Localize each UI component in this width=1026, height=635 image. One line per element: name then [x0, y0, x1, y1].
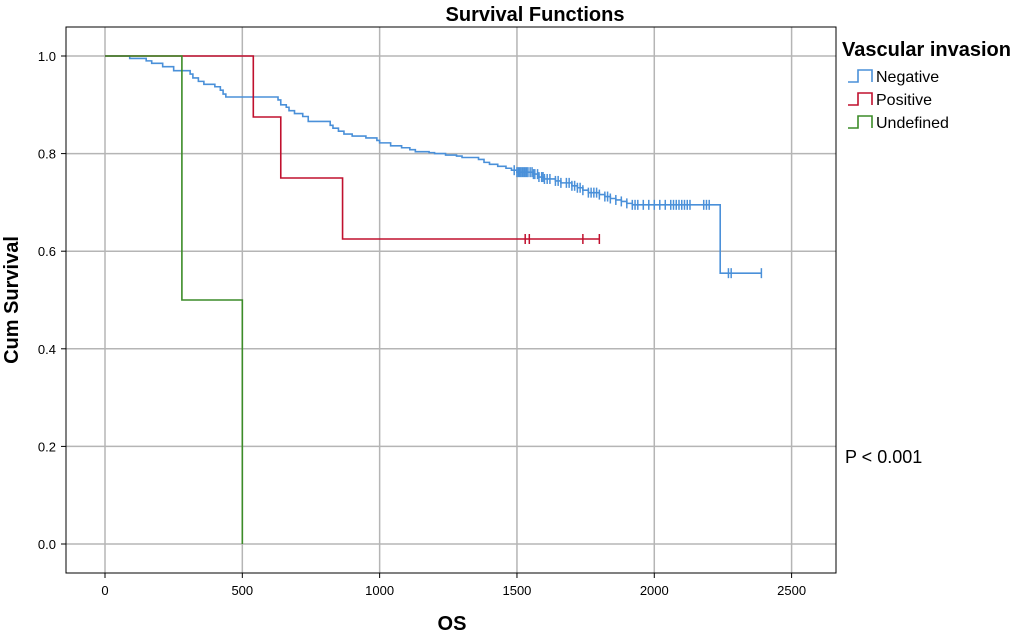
y-tick-label: 0.8 [38, 147, 56, 162]
legend-swatch-positive [848, 92, 873, 106]
plot-frame [65, 26, 837, 574]
legend-label-undefined: Undefined [876, 115, 949, 132]
y-tick-label: 1.0 [38, 49, 56, 64]
legend-swatch-negative [848, 69, 873, 83]
x-tick-label: 1500 [502, 583, 531, 598]
survival-curve-positive [105, 55, 600, 240]
y-tick-label: 0.0 [38, 537, 56, 552]
series-undefined [105, 55, 244, 544]
legend-label-positive: Positive [876, 92, 932, 109]
y-tick-label: 0.2 [38, 439, 56, 454]
y-axis-label: Cum Survival [1, 236, 23, 364]
legend-label-negative: Negative [876, 69, 939, 86]
legend-item-undefined: Undefined [848, 115, 949, 132]
survival-curve-negative [105, 55, 762, 274]
x-tick-label: 500 [231, 583, 253, 598]
x-axis-label: OS [438, 613, 467, 635]
x-tick-label: 0 [101, 583, 108, 598]
legend-swatch-undefined [848, 115, 873, 129]
legend-item-positive: Positive [848, 92, 932, 109]
x-tick-label: 2500 [777, 583, 806, 598]
x-tick-label: 1000 [365, 583, 394, 598]
y-axis-ticks: 0.0 0.2 0.4 0.6 0.8 1.0 [38, 49, 66, 552]
x-axis-ticks: 0 500 1000 1500 2000 2500 [101, 573, 806, 598]
legend: Negative Positive Undefined [848, 69, 949, 132]
legend-title: Vascular invasion [842, 39, 1011, 61]
chart-title: Survival Functions [446, 4, 625, 26]
y-tick-label: 0.4 [38, 342, 56, 357]
x-tick-label: 2000 [640, 583, 669, 598]
survival-curve-undefined [105, 55, 244, 544]
series-positive [105, 55, 601, 244]
legend-item-negative: Negative [848, 69, 939, 86]
y-tick-label: 0.6 [38, 244, 56, 259]
p-value-annotation: P < 0.001 [845, 447, 922, 467]
series-negative [105, 55, 763, 279]
series-group [105, 55, 763, 544]
